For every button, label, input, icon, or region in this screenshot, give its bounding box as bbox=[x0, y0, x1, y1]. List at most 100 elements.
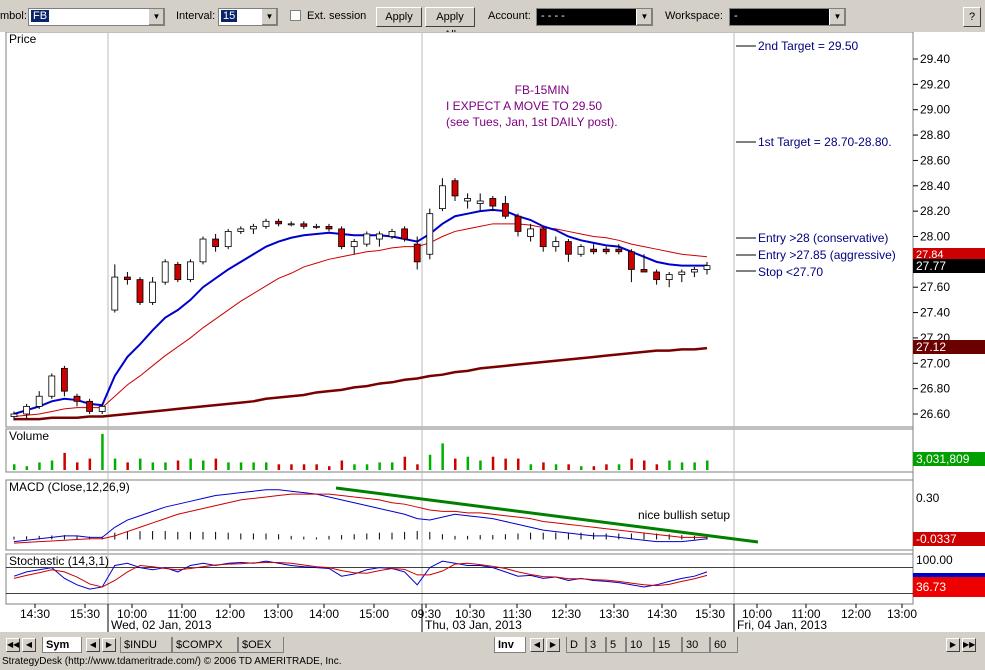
volume-bar bbox=[38, 462, 41, 470]
tab-3min[interactable]: 3 bbox=[586, 637, 606, 653]
status-bar: StrategyDesk (http://www.tdameritrade.co… bbox=[0, 654, 985, 670]
candle bbox=[186, 261, 194, 281]
scroll-right-icon[interactable]: ▶ bbox=[946, 638, 960, 652]
chart-svg[interactable]: 29.40 29.20 29.00 28.80 28.60 28.40 28.20 28.00… bbox=[0, 31, 985, 632]
tab-60min[interactable]: 60 bbox=[710, 637, 738, 653]
volume-bar bbox=[643, 460, 646, 470]
interval-combobox[interactable]: 15 ▼ bbox=[218, 8, 278, 26]
scroll-left-icon[interactable]: ◀ bbox=[530, 638, 544, 652]
symbol-combobox[interactable]: FB ▼ bbox=[28, 8, 165, 26]
stoch-d-line bbox=[13, 561, 708, 588]
volume-bar bbox=[454, 458, 457, 470]
price-axis-label: 29.20 bbox=[920, 77, 950, 91]
volume-bar bbox=[101, 433, 104, 470]
candle bbox=[325, 225, 333, 230]
time-axis-label: 10:00 bbox=[742, 607, 772, 621]
volume-bar bbox=[517, 458, 520, 470]
interval-label: Interval: bbox=[176, 10, 216, 22]
candle bbox=[124, 276, 131, 281]
macd-line bbox=[13, 489, 708, 543]
scroll-end-icon[interactable]: ▶▶ bbox=[962, 638, 976, 652]
macd-signal-line bbox=[13, 493, 707, 544]
candle bbox=[300, 223, 308, 227]
tab-sym[interactable]: Sym bbox=[42, 637, 82, 653]
stoch-axis-label: 100.00 bbox=[916, 553, 953, 567]
price-panel[interactable] bbox=[5, 31, 914, 428]
volume-bar bbox=[592, 466, 596, 470]
candle bbox=[514, 215, 522, 232]
volume-bar bbox=[605, 464, 608, 470]
candle bbox=[98, 405, 106, 412]
scroll-right-icon[interactable]: ▶ bbox=[546, 638, 560, 652]
chevron-down-icon[interactable]: ▼ bbox=[148, 9, 164, 25]
apply-all-button[interactable]: Apply All bbox=[425, 7, 475, 41]
chevron-down-icon[interactable]: ▼ bbox=[829, 9, 845, 25]
candle bbox=[388, 231, 396, 237]
candle bbox=[61, 367, 68, 392]
ext-session-checkbox[interactable] bbox=[290, 10, 301, 21]
candle bbox=[565, 241, 572, 255]
stoch-badge-value: 36.73 bbox=[916, 580, 946, 594]
tab-inv[interactable]: Inv bbox=[494, 637, 526, 653]
help-button[interactable]: ? bbox=[963, 7, 981, 27]
candle bbox=[539, 228, 547, 248]
candle bbox=[501, 203, 509, 217]
candle bbox=[615, 248, 623, 253]
price-panel-title: Price bbox=[9, 32, 37, 46]
volume-bar bbox=[668, 460, 671, 470]
chart-area[interactable]: 29.40 29.20 29.00 28.80 28.60 28.40 28.20 28.00… bbox=[0, 31, 985, 632]
candle bbox=[338, 228, 346, 248]
volume-bar bbox=[504, 458, 507, 470]
tab-daily[interactable]: D bbox=[566, 637, 586, 653]
volume-badge-value: 3,031,809 bbox=[916, 452, 970, 466]
scroll-left-icon[interactable]: ◀ bbox=[86, 638, 100, 652]
candle bbox=[489, 198, 497, 207]
tab-15min[interactable]: 15 bbox=[654, 637, 682, 653]
volume-bar bbox=[113, 458, 117, 470]
account-value: - - - - bbox=[541, 10, 565, 22]
time-axis-label: 14:30 bbox=[20, 607, 50, 621]
sma-badge-value: 27.12 bbox=[916, 340, 946, 354]
candle bbox=[275, 220, 283, 225]
volume-bar bbox=[693, 462, 696, 470]
volume-bar bbox=[680, 462, 684, 470]
stoch-panel[interactable] bbox=[5, 553, 914, 605]
ema-fast-line bbox=[13, 208, 707, 415]
workspace-combobox[interactable]: - ▼ bbox=[729, 8, 846, 26]
ema-slow-line bbox=[13, 223, 708, 418]
candle bbox=[628, 251, 635, 270]
tab-oex[interactable]: $OEX bbox=[238, 637, 284, 653]
date-label-2: Thu, 03 Jan, 2013 bbox=[425, 618, 522, 632]
sma-badge bbox=[913, 340, 985, 354]
workspace-value: - bbox=[734, 10, 738, 22]
apply-button[interactable]: Apply bbox=[376, 7, 422, 27]
candle bbox=[653, 271, 660, 281]
price-axis-label: 28.40 bbox=[920, 179, 950, 193]
annotation-title: FB-15MIN bbox=[515, 83, 570, 97]
candle bbox=[665, 274, 673, 281]
chevron-down-icon[interactable]: ▼ bbox=[636, 9, 652, 25]
candle bbox=[577, 246, 585, 255]
candle bbox=[552, 241, 560, 248]
tab-10min[interactable]: 10 bbox=[626, 637, 654, 653]
scroll-right-icon[interactable]: ▶ bbox=[102, 638, 116, 652]
account-combobox[interactable]: - - - - ▼ bbox=[536, 8, 653, 26]
scroll-start-icon[interactable]: ◀◀ bbox=[6, 638, 20, 652]
time-axis-label: 13:00 bbox=[263, 607, 293, 621]
time-axis-label: 10:00 bbox=[117, 607, 147, 621]
candle bbox=[224, 231, 232, 248]
tab-indu[interactable]: $INDU bbox=[120, 637, 172, 653]
chevron-down-icon[interactable]: ▼ bbox=[261, 9, 277, 25]
scroll-left-icon[interactable]: ◀ bbox=[22, 638, 36, 652]
candle bbox=[640, 269, 648, 273]
macd-note: nice bullish setup bbox=[638, 508, 730, 522]
candle bbox=[161, 261, 169, 283]
tab-5min[interactable]: 5 bbox=[606, 637, 626, 653]
volume-panel[interactable] bbox=[5, 428, 914, 473]
tab-compx[interactable]: $COMPX bbox=[172, 637, 238, 653]
tab-30min[interactable]: 30 bbox=[682, 637, 710, 653]
time-axis-label: 11:00 bbox=[167, 607, 196, 621]
annotation-expect: I EXPECT A MOVE TO 29.50 bbox=[446, 99, 602, 113]
target1-label: 1st Target = 28.70-28.80. bbox=[758, 135, 892, 149]
price-axis-label: 29.40 bbox=[920, 52, 950, 66]
